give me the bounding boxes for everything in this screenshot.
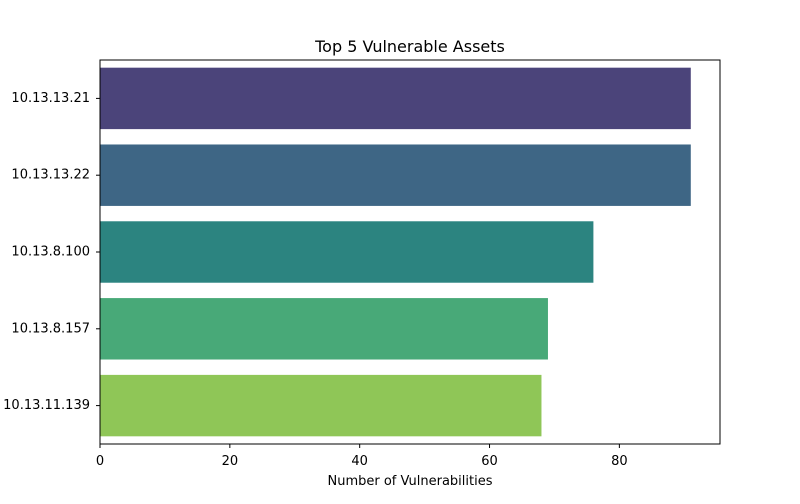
x-tick-label: 0: [96, 454, 104, 469]
bar-10-13-8-100: [100, 221, 594, 283]
bar-10-13-13-22: [100, 144, 691, 206]
y-tick-label: 10.13.13.22: [11, 168, 90, 183]
chart-title: Top 5 Vulnerable Assets: [314, 37, 505, 56]
bar-10-13-8-157: [100, 298, 548, 360]
x-tick-label: 80: [611, 454, 628, 469]
y-tick-label: 10.13.8.100: [11, 245, 90, 260]
x-tick-label: 60: [481, 454, 498, 469]
x-tick-label: 20: [222, 454, 239, 469]
y-axis: 10.13.13.21 10.13.13.22 10.13.8.100 10.13.8…: [3, 91, 100, 413]
x-axis-label: Number of Vulnerabilities: [328, 474, 493, 489]
x-tick-label: 40: [351, 454, 368, 469]
y-tick-label: 10.13.11.139: [3, 398, 90, 413]
bars-layer: [100, 67, 691, 437]
bar-10-13-13-21: [100, 67, 691, 130]
x-axis: 0 20 40 60 80: [96, 444, 628, 469]
bar-10-13-11-139: [100, 374, 542, 437]
y-tick-label: 10.13.8.157: [11, 321, 90, 336]
y-tick-label: 10.13.13.21: [11, 91, 90, 106]
